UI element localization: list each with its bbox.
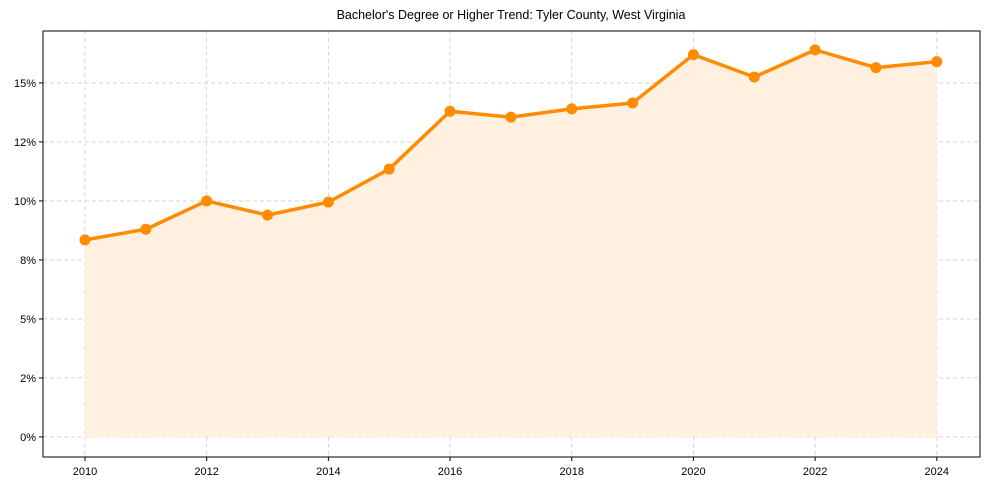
data-points [79,44,943,246]
data-point-marker [627,97,639,109]
x-tick-label: 2022 [803,466,827,478]
data-point-marker [931,56,943,68]
y-axis: 0% 2% 5% 8% 10% 12% 15% [14,78,43,444]
x-tick-label: 2018 [559,466,583,478]
x-tick-label: 2010 [73,466,97,478]
y-tick-label: 0% [20,432,36,444]
data-point-marker [566,103,578,115]
area-fill [84,49,937,437]
data-point-marker [870,62,882,74]
data-point-marker [505,111,517,123]
x-tick-label: 2016 [438,466,462,478]
data-point-marker [140,223,152,235]
y-tick-label: 2% [20,373,36,385]
data-point-marker [748,71,760,83]
x-axis: 2010 2012 2014 2016 2018 2020 2022 2024 [73,457,949,478]
y-tick-label: 15% [14,78,36,90]
chart-title: Bachelor's Degree or Higher Trend: Tyler… [336,8,686,22]
data-point-marker [79,234,91,246]
y-tick-label: 10% [14,196,36,208]
data-point-marker [322,196,334,208]
y-tick-label: 5% [20,314,36,326]
data-point-marker [201,195,213,207]
data-point-marker [383,163,395,175]
y-tick-label: 8% [20,255,36,267]
plot-frame [42,30,981,458]
data-point-marker [262,209,274,221]
x-tick-label: 2024 [925,466,949,478]
y-tick-label: 12% [14,137,36,149]
x-tick-label: 2020 [681,466,705,478]
data-point-marker [687,49,699,61]
x-tick-label: 2014 [316,466,340,478]
data-point-marker [809,44,821,56]
data-point-marker [444,105,456,117]
x-tick-label: 2012 [194,466,218,478]
